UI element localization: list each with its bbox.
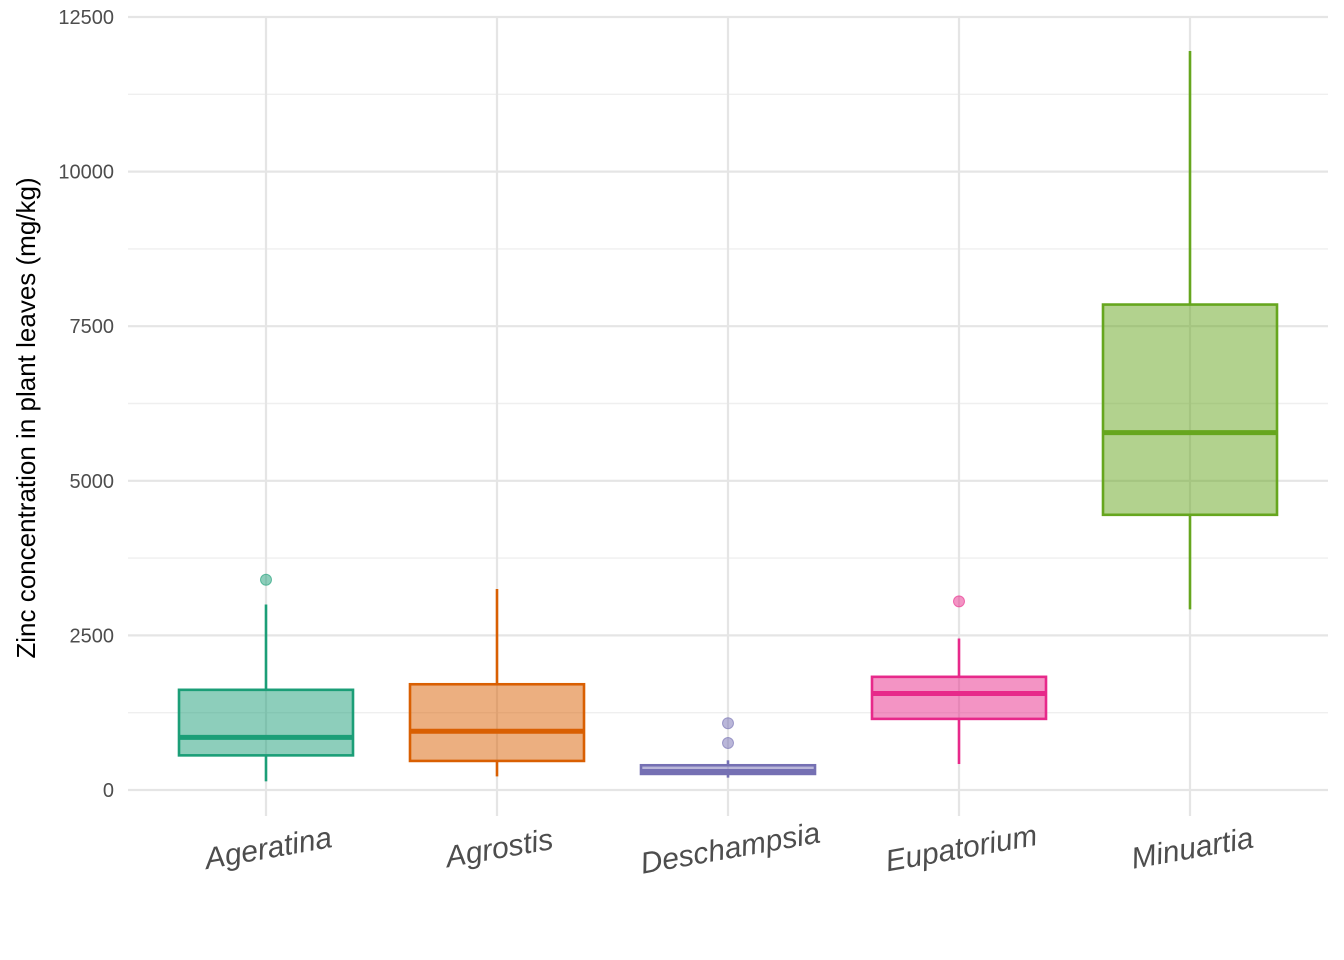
x-axis-ticks: Ageratina Agrostis Deschampsia Eupatorium Mi… bbox=[200, 817, 1256, 881]
y-tick-label: 10000 bbox=[58, 162, 114, 184]
box-body bbox=[1101, 303, 1279, 517]
y-tick-label: 2500 bbox=[70, 625, 115, 647]
box-minuartia bbox=[1101, 51, 1279, 610]
box-agrostis bbox=[408, 589, 586, 777]
y-axis-label: Zinc concentration in plant leaves (mg/k… bbox=[11, 177, 41, 658]
box-eupatorium bbox=[870, 595, 1048, 765]
y-tick-label: 12500 bbox=[58, 7, 114, 29]
boxes bbox=[177, 51, 1279, 782]
x-tick-label: Minuartia bbox=[1129, 822, 1256, 876]
outlier-point bbox=[722, 737, 734, 750]
outlier-point bbox=[260, 573, 272, 586]
y-tick-label: 0 bbox=[103, 780, 114, 802]
box-deschampsia bbox=[639, 717, 817, 778]
y-tick-label: 7500 bbox=[70, 316, 115, 338]
outlier-point bbox=[953, 595, 965, 608]
y-axis-ticks: 0 2500 5000 7500 10000 12500 bbox=[58, 7, 114, 802]
x-tick-label: Ageratina bbox=[200, 821, 334, 876]
y-tick-label: 5000 bbox=[70, 471, 115, 493]
box-body bbox=[408, 682, 586, 763]
box-body bbox=[177, 688, 355, 757]
x-tick-label: Deschampsia bbox=[638, 817, 823, 881]
x-tick-label: Eupatorium bbox=[883, 819, 1040, 878]
box-body bbox=[870, 675, 1048, 721]
x-tick-label: Agrostis bbox=[441, 823, 555, 875]
box-ageratina bbox=[177, 573, 355, 782]
outlier-point bbox=[722, 717, 734, 730]
